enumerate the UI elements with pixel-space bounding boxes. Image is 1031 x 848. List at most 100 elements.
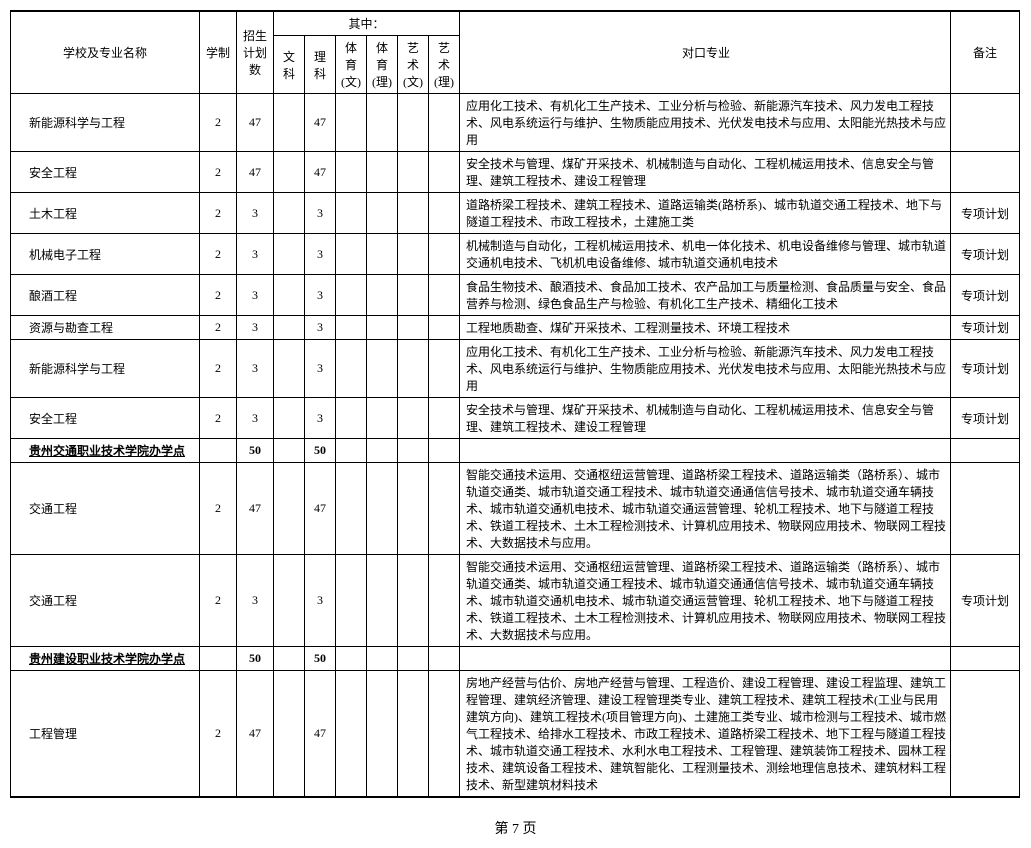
cell-tiyu-li — [367, 94, 398, 152]
cell-beizhu — [951, 439, 1020, 463]
cell-yishu-li — [429, 439, 460, 463]
cell-like: 3 — [305, 234, 336, 275]
cell-duikou: 机械制造与自动化，工程机械运用技术、机电一体化技术、机电设备维修与管理、城市轨道… — [460, 234, 951, 275]
cell-yishu-li — [429, 340, 460, 398]
cell-name: 贵州交通职业技术学院办学点 — [11, 439, 200, 463]
cell-xuezhi: 2 — [200, 152, 237, 193]
table-row: 新能源科学与工程233应用化工技术、有机化工生产技术、工业分析与检验、新能源汽车… — [11, 340, 1020, 398]
cell-tiyu-wen — [336, 340, 367, 398]
cell-tiyu-li — [367, 463, 398, 555]
cell-name: 土木工程 — [11, 193, 200, 234]
cell-beizhu — [951, 647, 1020, 671]
cell-zhaosheng: 47 — [237, 671, 274, 798]
cell-yishu-wen — [398, 275, 429, 316]
cell-name: 交通工程 — [11, 463, 200, 555]
cell-like: 3 — [305, 555, 336, 647]
cell-xuezhi: 2 — [200, 234, 237, 275]
cell-zhaosheng: 3 — [237, 555, 274, 647]
cell-yishu-li — [429, 647, 460, 671]
cell-tiyu-wen — [336, 398, 367, 439]
cell-like: 3 — [305, 193, 336, 234]
cell-yishu-li — [429, 152, 460, 193]
cell-like: 47 — [305, 152, 336, 193]
table-row: 贵州交通职业技术学院办学点5050 — [11, 439, 1020, 463]
cell-zhaosheng: 3 — [237, 234, 274, 275]
cell-name: 工程管理 — [11, 671, 200, 798]
col-tiyu-li-header: 体育(理) — [367, 36, 398, 94]
cell-yishu-wen — [398, 555, 429, 647]
cell-tiyu-wen — [336, 193, 367, 234]
cell-like: 3 — [305, 340, 336, 398]
cell-beizhu: 专项计划 — [951, 234, 1020, 275]
col-yishu-wen-header: 艺术(文) — [398, 36, 429, 94]
cell-like: 50 — [305, 647, 336, 671]
cell-wenke — [274, 193, 305, 234]
cell-tiyu-wen — [336, 555, 367, 647]
table-row: 酿酒工程233食品生物技术、酿酒技术、食品加工技术、农产品加工与质量检测、食品质… — [11, 275, 1020, 316]
col-duikou-header: 对口专业 — [460, 11, 951, 94]
cell-yishu-li — [429, 193, 460, 234]
cell-wenke — [274, 555, 305, 647]
cell-like: 47 — [305, 463, 336, 555]
cell-duikou: 工程地质勘查、煤矿开采技术、工程测量技术、环境工程技术 — [460, 316, 951, 340]
cell-zhaosheng: 47 — [237, 152, 274, 193]
cell-like: 3 — [305, 275, 336, 316]
cell-name: 新能源科学与工程 — [11, 340, 200, 398]
cell-wenke — [274, 340, 305, 398]
cell-duikou: 智能交通技术运用、交通枢纽运营管理、道路桥梁工程技术、道路运输类（路桥系）、城市… — [460, 555, 951, 647]
cell-yishu-li — [429, 555, 460, 647]
cell-like: 3 — [305, 398, 336, 439]
cell-zhaosheng: 47 — [237, 463, 274, 555]
cell-wenke — [274, 94, 305, 152]
page-number: 第 7 页 — [10, 818, 1021, 838]
table-row: 资源与勘查工程233工程地质勘查、煤矿开采技术、工程测量技术、环境工程技术专项计… — [11, 316, 1020, 340]
cell-tiyu-li — [367, 234, 398, 275]
cell-xuezhi: 2 — [200, 340, 237, 398]
table-row: 安全工程24747安全技术与管理、煤矿开采技术、机械制造与自动化、工程机械运用技… — [11, 152, 1020, 193]
cell-yishu-wen — [398, 439, 429, 463]
cell-yishu-wen — [398, 671, 429, 798]
cell-duikou: 安全技术与管理、煤矿开采技术、机械制造与自动化、工程机械运用技术、信息安全与管理… — [460, 152, 951, 193]
table-row: 新能源科学与工程24747应用化工技术、有机化工生产技术、工业分析与检验、新能源… — [11, 94, 1020, 152]
cell-zhaosheng: 3 — [237, 398, 274, 439]
cell-wenke — [274, 647, 305, 671]
cell-xuezhi — [200, 647, 237, 671]
cell-like: 47 — [305, 671, 336, 798]
cell-beizhu — [951, 671, 1020, 798]
cell-yishu-wen — [398, 234, 429, 275]
cell-wenke — [274, 316, 305, 340]
col-name-header: 学校及专业名称 — [11, 11, 200, 94]
cell-xuezhi: 2 — [200, 463, 237, 555]
cell-duikou: 房地产经营与估价、房地产经营与管理、工程造价、建设工程管理、建设工程监理、建筑工… — [460, 671, 951, 798]
table-row: 安全工程233安全技术与管理、煤矿开采技术、机械制造与自动化、工程机械运用技术、… — [11, 398, 1020, 439]
cell-beizhu: 专项计划 — [951, 316, 1020, 340]
cell-wenke — [274, 152, 305, 193]
cell-tiyu-wen — [336, 463, 367, 555]
cell-zhaosheng: 50 — [237, 439, 274, 463]
cell-xuezhi: 2 — [200, 94, 237, 152]
cell-tiyu-wen — [336, 94, 367, 152]
cell-yishu-wen — [398, 94, 429, 152]
cell-tiyu-li — [367, 398, 398, 439]
cell-xuezhi: 2 — [200, 316, 237, 340]
table-row: 交通工程233智能交通技术运用、交通枢纽运营管理、道路桥梁工程技术、道路运输类（… — [11, 555, 1020, 647]
col-xuezhi-header: 学制 — [200, 11, 237, 94]
cell-yishu-wen — [398, 193, 429, 234]
cell-name: 酿酒工程 — [11, 275, 200, 316]
cell-duikou — [460, 439, 951, 463]
cell-yishu-wen — [398, 647, 429, 671]
col-tiyu-wen-header: 体育(文) — [336, 36, 367, 94]
cell-tiyu-wen — [336, 647, 367, 671]
cell-like: 47 — [305, 94, 336, 152]
cell-name: 安全工程 — [11, 152, 200, 193]
cell-yishu-wen — [398, 316, 429, 340]
table-row: 机械电子工程233机械制造与自动化，工程机械运用技术、机电一体化技术、机电设备维… — [11, 234, 1020, 275]
cell-tiyu-wen — [336, 275, 367, 316]
cell-tiyu-li — [367, 275, 398, 316]
cell-yishu-wen — [398, 152, 429, 193]
table-header: 学校及专业名称 学制 招生计划数 其中： 对口专业 备注 文科 理科 体育(文)… — [11, 11, 1020, 94]
cell-xuezhi: 2 — [200, 671, 237, 798]
cell-xuezhi — [200, 439, 237, 463]
cell-tiyu-wen — [336, 316, 367, 340]
cell-xuezhi: 2 — [200, 398, 237, 439]
